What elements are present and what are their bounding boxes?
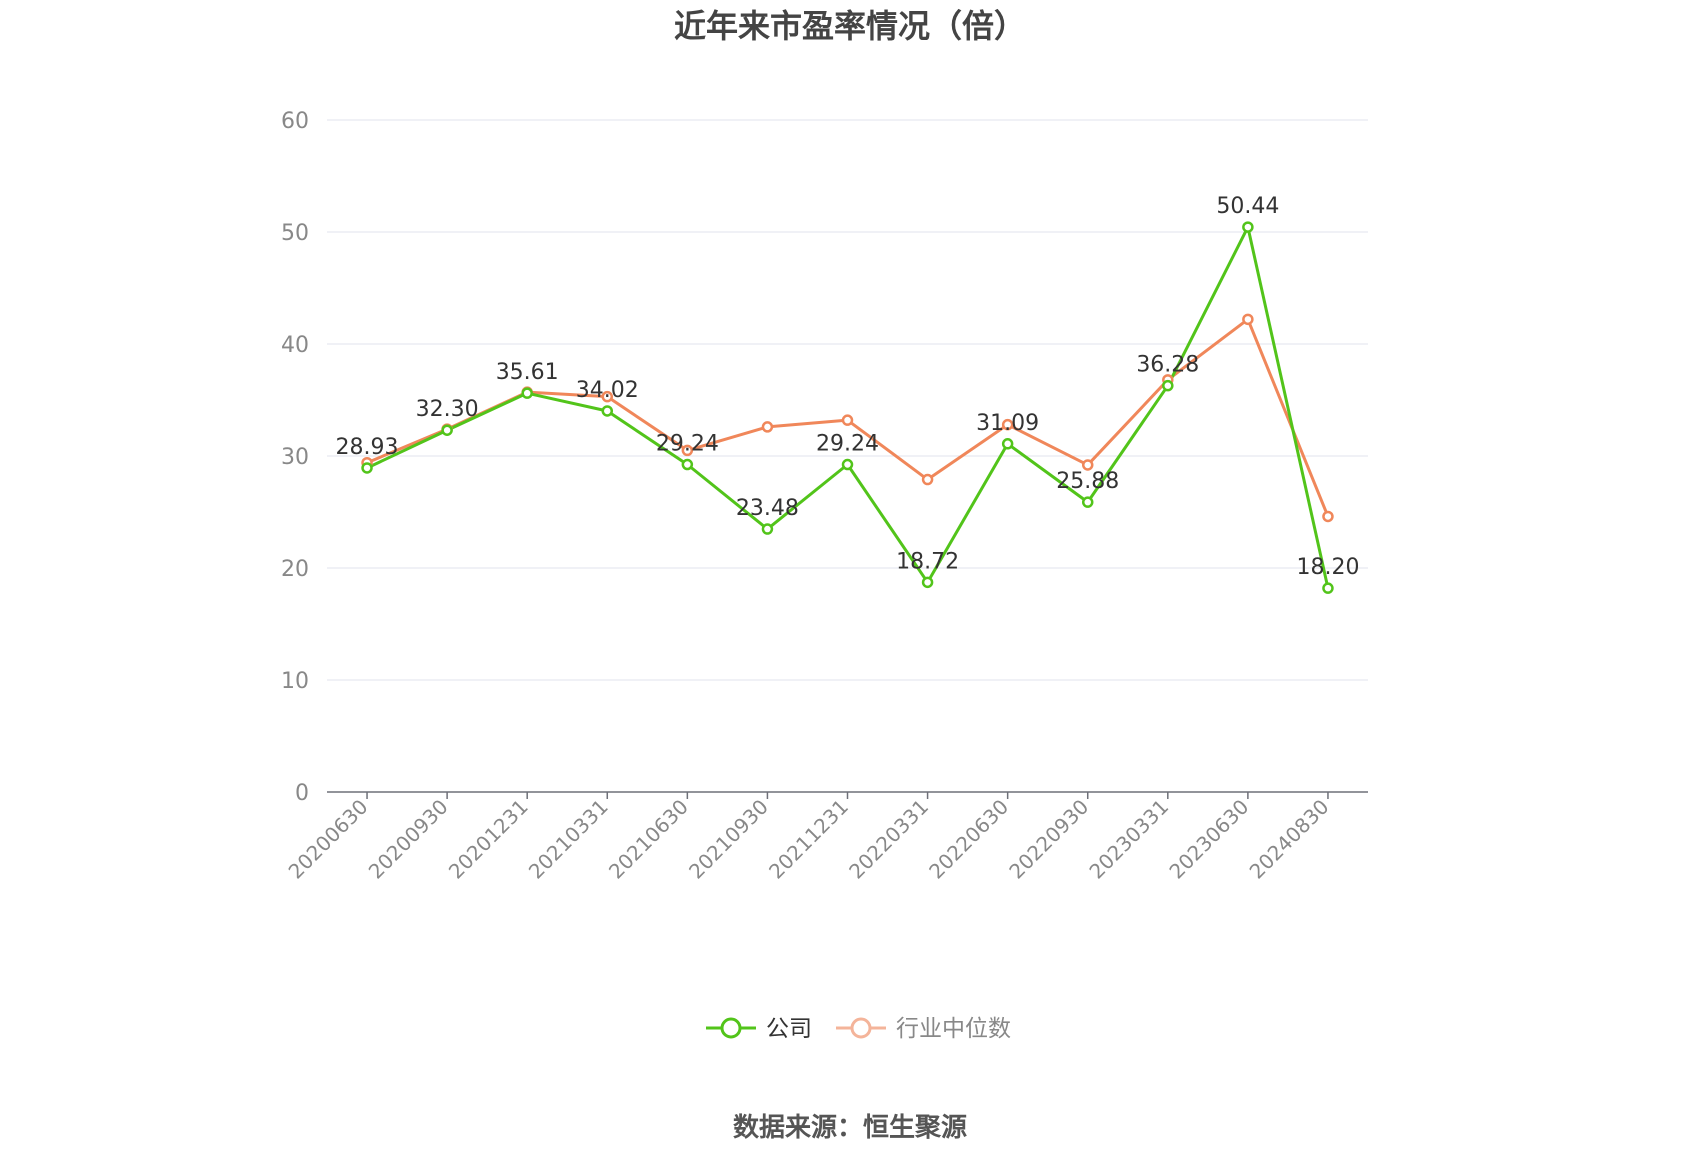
data-label-company: 29.24	[816, 432, 879, 457]
x-tick-label: 20200630	[284, 795, 373, 884]
legend-marker-industry-median	[850, 1017, 872, 1039]
legend-label-industry-median: 行业中位数	[896, 1016, 1011, 1042]
legend-item-industry-median[interactable]: 行业中位数	[836, 1016, 1011, 1042]
data-point-industry-median[interactable]	[1081, 459, 1094, 471]
x-tick-label: 20210930	[684, 795, 773, 884]
data-point-company[interactable]	[521, 387, 533, 399]
data-point-industry-median[interactable]	[601, 390, 614, 403]
legend-marker-company	[720, 1017, 742, 1039]
data-point-industry-median[interactable]	[1242, 313, 1254, 326]
data-point-industry-median[interactable]	[761, 421, 774, 433]
data-label-company: 28.93	[336, 435, 399, 460]
data-point-industry-median[interactable]	[1322, 510, 1334, 523]
x-tick-label: 20201231	[444, 795, 533, 884]
data-point-company[interactable]	[441, 424, 453, 436]
x-tick-label: 20220331	[844, 795, 933, 884]
data-point-company[interactable]	[921, 576, 934, 589]
data-label-layer: 28.93 32.30 35.61 34.02 29.24 23.48 29.24 18.72…	[336, 194, 1360, 580]
series-layer	[361, 221, 1334, 594]
source-text: 数据来源：恒生聚源	[733, 1113, 967, 1143]
x-tick-label: 20220630	[924, 795, 1013, 884]
data-label-company: 50.44	[1216, 194, 1279, 219]
x-tick-label: 20240830	[1245, 795, 1334, 884]
axis-layer: 0102030405060202006302020093020201231202…	[281, 109, 1368, 884]
y-tick-label: 20	[281, 557, 309, 582]
x-tick-label: 20210630	[604, 795, 693, 884]
data-point-company[interactable]	[601, 405, 614, 417]
legend-item-company[interactable]: 公司	[706, 1016, 812, 1042]
data-label-company: 35.61	[496, 360, 559, 385]
data-point-industry-median[interactable]	[681, 444, 694, 457]
data-label-company: 25.88	[1056, 469, 1119, 494]
y-tick-label: 0	[295, 781, 309, 806]
data-point-company[interactable]	[841, 458, 854, 471]
data-point-company[interactable]	[1081, 496, 1094, 508]
x-tick-label: 20230331	[1084, 795, 1173, 884]
data-label-company: 18.20	[1296, 555, 1359, 580]
data-point-company[interactable]	[1001, 438, 1014, 450]
x-tick-label: 20210331	[524, 795, 613, 884]
y-tick-label: 50	[281, 221, 309, 246]
legend: 公司 行业中位数	[706, 1016, 1011, 1042]
data-point-company[interactable]	[681, 458, 694, 471]
data-point-industry-median[interactable]	[841, 414, 854, 426]
chart-title: 近年来市盈率情况（倍）	[674, 7, 1026, 45]
data-label-company: 31.09	[976, 411, 1039, 436]
y-tick-label: 40	[281, 333, 309, 358]
x-tick-label: 20230630	[1164, 795, 1253, 884]
data-point-company[interactable]	[1242, 221, 1254, 233]
data-label-company: 23.48	[736, 496, 799, 521]
data-point-company[interactable]	[1322, 582, 1334, 594]
y-tick-label: 60	[281, 109, 309, 134]
data-point-company[interactable]	[1162, 379, 1174, 392]
data-label-company: 29.24	[656, 432, 719, 457]
data-label-company: 36.28	[1136, 353, 1199, 378]
x-tick-label: 20220930	[1004, 795, 1093, 884]
data-label-company: 18.72	[896, 549, 959, 574]
x-tick-label: 20200930	[364, 795, 453, 884]
legend-label-company: 公司	[766, 1016, 812, 1042]
data-label-company: 34.02	[576, 378, 639, 403]
data-point-company[interactable]	[361, 462, 373, 474]
x-tick-label: 20211231	[764, 795, 853, 884]
data-point-company[interactable]	[761, 523, 774, 535]
data-label-company: 32.30	[416, 397, 479, 422]
grid-layer	[327, 119, 1368, 681]
series-line-company	[366, 225, 1330, 589]
data-point-industry-median[interactable]	[1001, 418, 1014, 431]
y-tick-label: 10	[281, 669, 309, 694]
y-tick-label: 30	[281, 445, 309, 470]
data-point-industry-median[interactable]	[921, 473, 934, 486]
